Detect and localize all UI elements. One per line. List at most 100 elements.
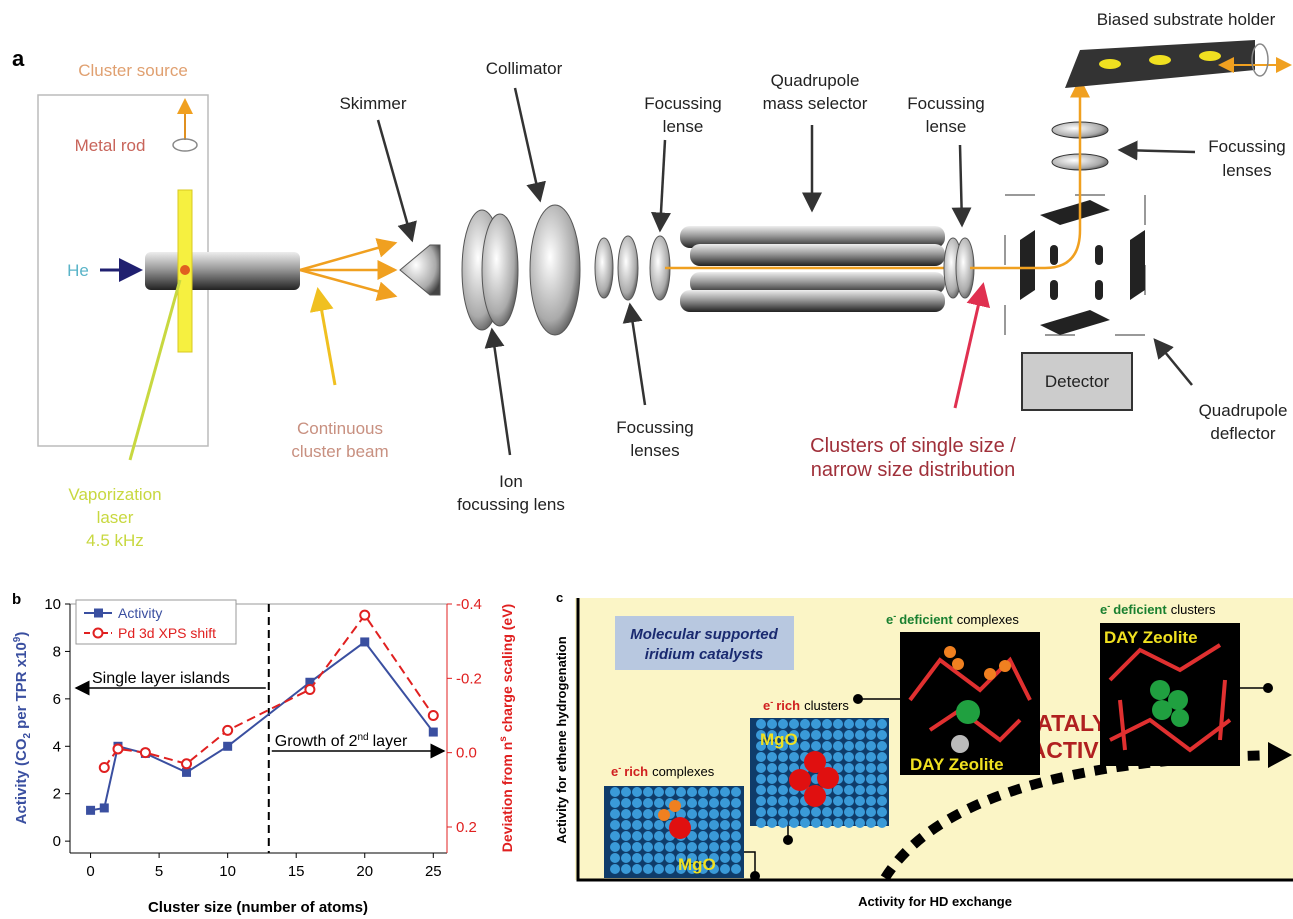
surface-atom bbox=[720, 864, 730, 874]
y2-tick-label: -0.2 bbox=[456, 670, 482, 687]
surface-atom bbox=[789, 807, 799, 817]
atom bbox=[658, 809, 670, 821]
arrow bbox=[630, 305, 645, 405]
dot bbox=[1263, 683, 1273, 693]
surface-atom bbox=[789, 818, 799, 828]
source-tube bbox=[145, 252, 300, 290]
surface-atom bbox=[698, 809, 708, 819]
surface-atom bbox=[877, 796, 887, 806]
surface-atom bbox=[822, 741, 832, 751]
marker bbox=[223, 726, 232, 735]
surface-atom bbox=[844, 785, 854, 795]
annotation-part: layer bbox=[373, 733, 408, 750]
surface-atom bbox=[866, 774, 876, 784]
surface-atom bbox=[811, 741, 821, 751]
surface-atom bbox=[877, 763, 887, 773]
figure: a Cluster source Metal rod He Vaporizati… bbox=[0, 0, 1293, 919]
surface-atom bbox=[610, 831, 620, 841]
surface-atom bbox=[833, 752, 843, 762]
surface-atom bbox=[789, 796, 799, 806]
surface-atom bbox=[654, 787, 664, 797]
surface-atom bbox=[767, 774, 777, 784]
arrow bbox=[660, 140, 665, 230]
surface-atom bbox=[632, 842, 642, 852]
surface-atom bbox=[866, 741, 876, 751]
atom bbox=[669, 817, 691, 839]
surface-atom bbox=[632, 820, 642, 830]
surface-atom bbox=[866, 719, 876, 729]
dot bbox=[853, 694, 863, 704]
atom bbox=[956, 700, 980, 724]
surface-atom bbox=[833, 807, 843, 817]
surface-atom bbox=[833, 818, 843, 828]
label: Continuouscluster beam bbox=[291, 419, 388, 461]
label: MgO bbox=[760, 730, 798, 749]
x-tick-label: 5 bbox=[155, 863, 163, 880]
panel-label: c bbox=[556, 590, 563, 605]
surface-atom bbox=[756, 785, 766, 795]
surface-atom bbox=[855, 785, 865, 795]
surface-atom bbox=[687, 787, 697, 797]
surface-atom bbox=[731, 853, 741, 863]
marker bbox=[429, 711, 438, 720]
surface-atom bbox=[698, 842, 708, 852]
label: Clusters of single size /narrow size dis… bbox=[810, 435, 1016, 481]
surface-atom bbox=[676, 842, 686, 852]
label: Detector bbox=[1045, 372, 1110, 391]
surface-atom bbox=[855, 774, 865, 784]
surface-atom bbox=[731, 820, 741, 830]
arrow bbox=[1155, 340, 1192, 385]
surface-atom bbox=[720, 842, 730, 852]
surface-atom bbox=[643, 842, 653, 852]
surface-atom bbox=[731, 831, 741, 841]
annotation-part: Growth of 2 bbox=[275, 733, 358, 750]
surface-atom bbox=[720, 798, 730, 808]
annotation: Growth of 2ndlayer bbox=[275, 732, 408, 750]
marker bbox=[100, 803, 109, 812]
surface-atom bbox=[698, 798, 708, 808]
surface-atom bbox=[800, 719, 810, 729]
surface-atom bbox=[643, 853, 653, 863]
surface-atom bbox=[767, 785, 777, 795]
marker bbox=[182, 759, 191, 768]
surface-atom bbox=[756, 719, 766, 729]
surface-atom bbox=[822, 730, 832, 740]
surface-atom bbox=[800, 818, 810, 828]
marker bbox=[429, 728, 438, 737]
surface-atom bbox=[687, 809, 697, 819]
dot bbox=[783, 835, 793, 845]
surface-atom bbox=[687, 798, 697, 808]
surface-atom bbox=[621, 820, 631, 830]
surface-atom bbox=[731, 787, 741, 797]
surface-atom bbox=[844, 774, 854, 784]
surface-atom bbox=[698, 820, 708, 830]
label: e-deficientcomplexes bbox=[886, 611, 1019, 627]
surface-atom bbox=[778, 719, 788, 729]
surface-atom bbox=[610, 864, 620, 874]
y-tick-label: 6 bbox=[53, 691, 61, 708]
surface-atom bbox=[610, 787, 620, 797]
surface-atom bbox=[877, 752, 887, 762]
surface-atom bbox=[687, 842, 697, 852]
marker bbox=[100, 763, 109, 772]
surface-atom bbox=[698, 831, 708, 841]
surface-atom bbox=[756, 752, 766, 762]
marker bbox=[360, 637, 369, 646]
surface-atom bbox=[844, 730, 854, 740]
lens bbox=[482, 214, 518, 326]
surface-atom bbox=[643, 787, 653, 797]
surface-atom bbox=[643, 820, 653, 830]
surface-atom bbox=[844, 741, 854, 751]
surface-atom bbox=[822, 719, 832, 729]
surface-atom bbox=[621, 831, 631, 841]
legend-label: Activity bbox=[118, 605, 162, 621]
legend-marker bbox=[94, 609, 103, 618]
skimmer bbox=[400, 245, 440, 295]
surface-atom bbox=[632, 787, 642, 797]
label: Cluster source bbox=[78, 61, 188, 80]
surface-atom bbox=[855, 730, 865, 740]
surface-atom bbox=[778, 796, 788, 806]
surface-atom bbox=[778, 774, 788, 784]
surface-atom bbox=[665, 842, 675, 852]
